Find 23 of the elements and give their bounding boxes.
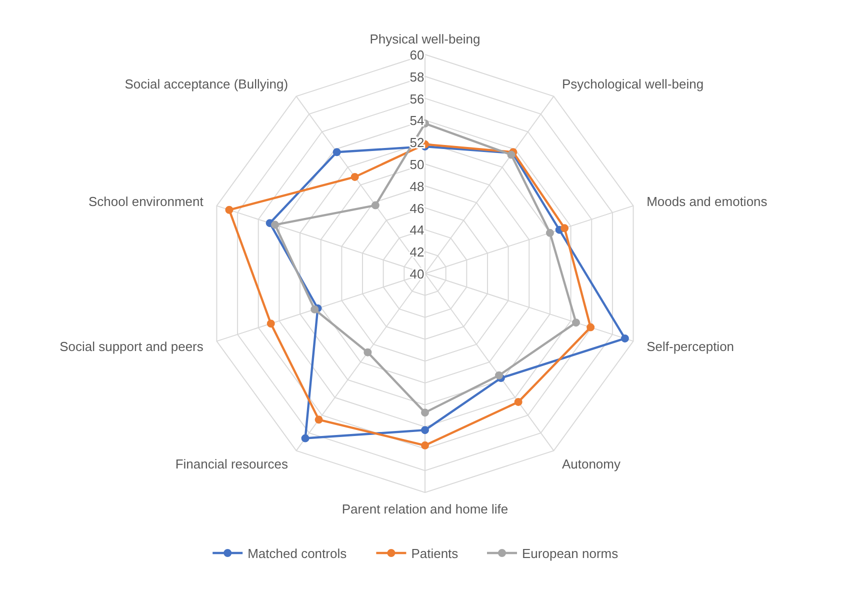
y-tick-label: 42: [410, 244, 424, 260]
y-tick-label: 56: [410, 91, 424, 106]
spoke-label: Social support and peers: [60, 339, 204, 354]
y-tick-label: 50: [410, 157, 424, 172]
y-tick-label: 46: [410, 200, 424, 216]
y-tick-label: 48: [410, 178, 424, 194]
legend-label: Patients: [411, 546, 459, 561]
spoke-label: Moods and emotions: [646, 194, 768, 209]
spoke-label: Parent relation and home life: [342, 502, 508, 516]
y-tick-label: 54: [410, 113, 424, 128]
spoke-label: Social acceptance (Bullying): [124, 76, 288, 92]
spoke-label: School environment: [88, 194, 204, 209]
spoke-label: Physical well-being: [370, 32, 480, 46]
y-tick-label: 44: [410, 222, 424, 238]
y-tick-label: 40: [410, 266, 424, 282]
y-tick-label: 58: [410, 69, 424, 84]
spoke-label: Psychological well-being: [562, 76, 704, 92]
legend-label: Matched controls: [248, 546, 348, 561]
y-tick-label: 60: [410, 48, 424, 62]
spoke-label: Autonomy: [562, 456, 621, 472]
legend-label: European norms: [522, 546, 619, 561]
spoke-label: Self-perception: [646, 339, 734, 354]
spoke-label: Financial resources: [175, 456, 289, 472]
